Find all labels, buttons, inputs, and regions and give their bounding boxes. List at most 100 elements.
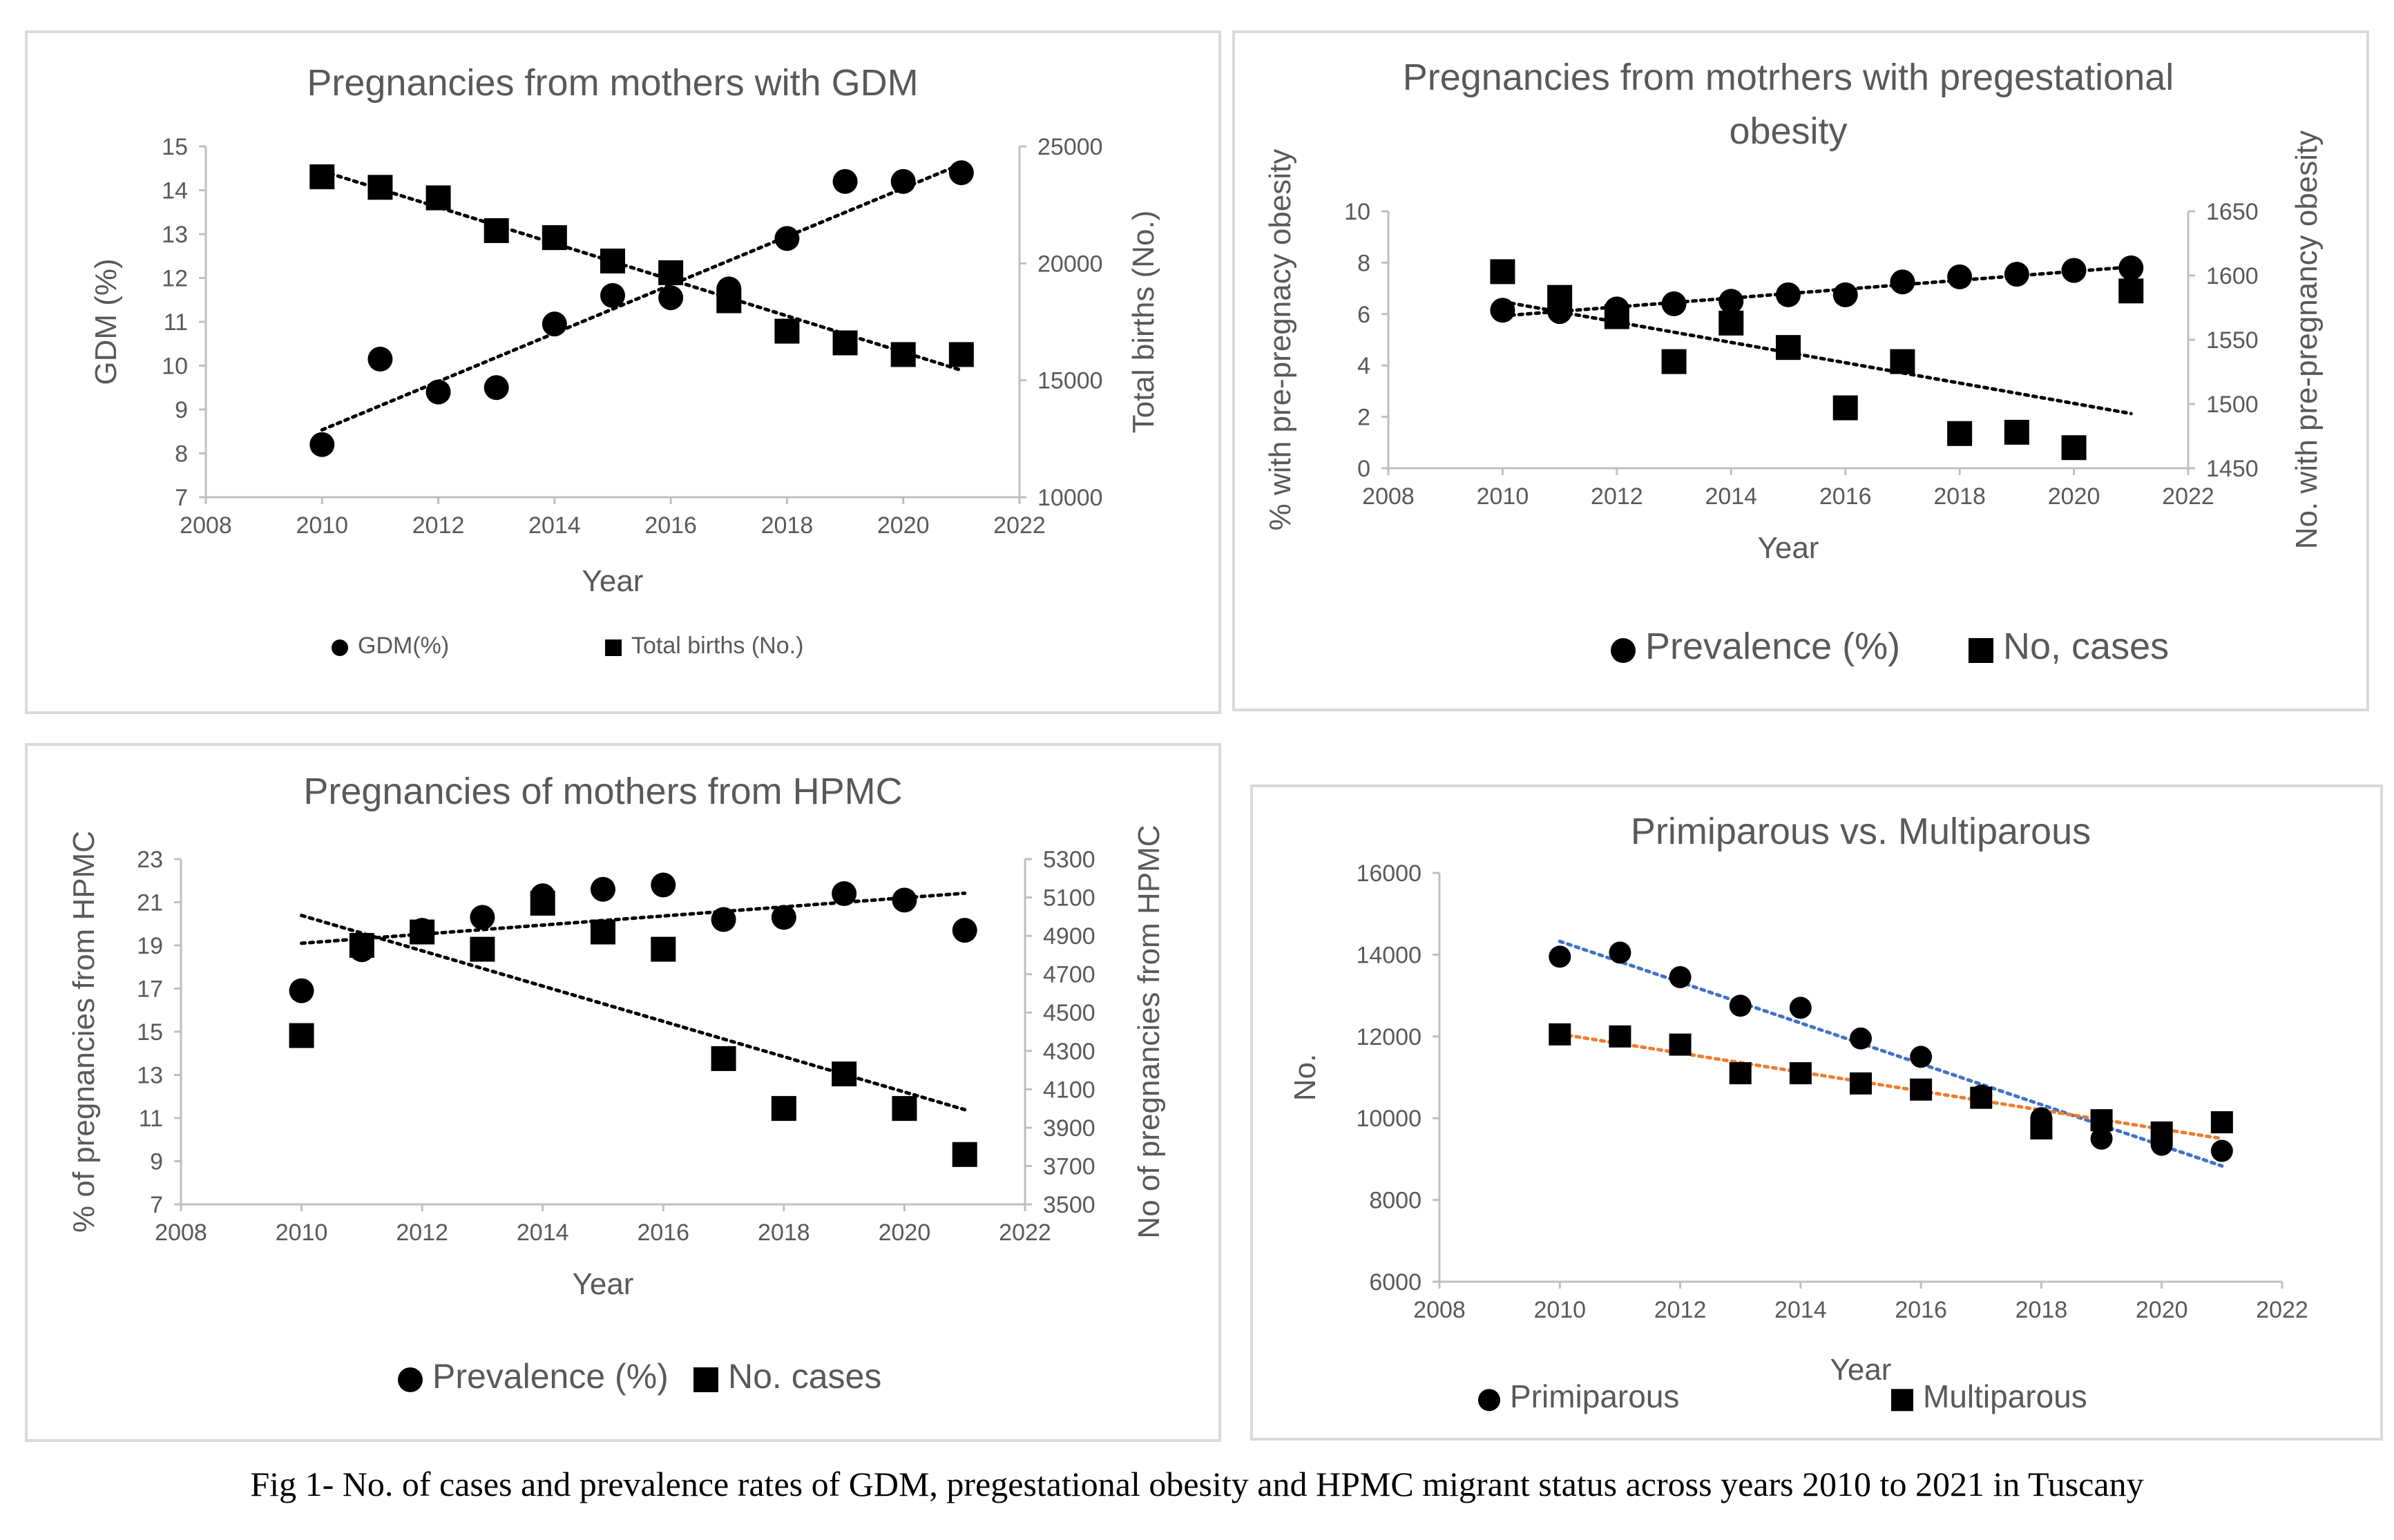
trendline-squares — [320, 169, 964, 372]
x-tick-label: 2016 — [1895, 1297, 1947, 1323]
data-point-circle — [952, 918, 977, 943]
trendline-squares — [1558, 1032, 2224, 1141]
x-tick-label: 2022 — [2162, 483, 2214, 510]
data-point-square — [1604, 304, 1629, 329]
data-point-square — [1661, 349, 1687, 374]
chart-parity-svg: Primiparous vs. Multiparous 2008 2010 2012 2… — [1288, 811, 2308, 1414]
data-point-square — [832, 1061, 857, 1087]
data-point-square — [530, 890, 555, 916]
data-point-circle — [890, 169, 916, 194]
y-axis-left-label: % with pre-pregnacy obesity — [1263, 149, 1297, 531]
data-point-circle — [1490, 298, 1515, 323]
data-point-circle — [711, 907, 736, 932]
x-tick-label: 2014 — [517, 1220, 569, 1246]
y-left-tick-label: 4 — [1357, 353, 1370, 379]
y-left-tick-label: 11 — [164, 309, 188, 336]
data-point-circle — [948, 160, 974, 186]
y-right-tick-label: 1500 — [2206, 392, 2259, 418]
legend-label: Prevalence (%) — [432, 1357, 669, 1396]
data-point-square — [470, 936, 495, 962]
data-point-circle — [651, 872, 676, 898]
data-point-square — [1547, 285, 1573, 310]
data-point-circle — [1718, 289, 1744, 314]
y-left-tick-label: 6 — [1357, 302, 1370, 328]
x-tick-label: 2012 — [1591, 483, 1643, 510]
data-point-square — [367, 175, 393, 200]
data-point-square — [410, 919, 435, 945]
x-tick-label: 2020 — [2136, 1297, 2188, 1323]
legend-label: No, cases — [2003, 626, 2169, 667]
y-right-tick-label: 4500 — [1043, 1000, 1095, 1026]
data-point-circle — [771, 905, 796, 930]
x-tick-label: 2020 — [877, 512, 930, 539]
data-point-circle — [367, 346, 393, 372]
chart-panel-gdm: Pregnancies from mothers with GDM 2008 201… — [25, 30, 1221, 714]
x-tick-label: 2008 — [1413, 1297, 1466, 1323]
data-point-circle — [832, 881, 857, 906]
data-point-square — [1947, 421, 1973, 446]
y-left-tick-label: 7 — [150, 1192, 163, 1218]
trendline-circles — [1500, 265, 2133, 318]
y-left-tick-label: 8 — [1357, 250, 1370, 276]
data-point-circle — [1776, 282, 1801, 307]
y-left-tick-label: 10 — [162, 354, 188, 380]
y-left-tick-label: 9 — [150, 1149, 163, 1175]
y-right-tick-label: 4700 — [1043, 962, 1095, 988]
data-point-circle — [1609, 941, 1631, 964]
y-right-tick-label: 3900 — [1043, 1115, 1095, 1142]
trendline-circles — [300, 891, 967, 945]
x-tick-label: 2012 — [412, 512, 465, 539]
data-point-square — [2030, 1117, 2053, 1139]
chart-hpmc-svg: Pregnancies of mothers from HPMC 2008 2010… — [67, 771, 1166, 1396]
data-point-circle — [1661, 291, 1687, 316]
data-point-square — [591, 919, 615, 945]
data-point-circle — [289, 978, 314, 1003]
data-point-square — [1729, 1062, 1752, 1085]
y-left-tick-label: 23 — [137, 847, 163, 873]
data-point-circle — [1832, 282, 1858, 307]
y-left-tick-label: 12000 — [1356, 1024, 1421, 1050]
trendline-circles — [320, 162, 964, 432]
x-axis-label: Year — [582, 564, 644, 598]
data-point-square — [600, 248, 625, 273]
data-point-square — [774, 318, 800, 344]
data-point-square — [711, 1046, 736, 1071]
x-tick-label: 2018 — [1933, 483, 1986, 510]
x-tick-label: 2010 — [296, 512, 348, 539]
data-point-circle — [600, 282, 625, 308]
data-point-square — [651, 936, 676, 962]
legend-marker-circle — [1611, 638, 1636, 663]
data-point-square — [890, 342, 916, 367]
x-tick-label: 2022 — [999, 1220, 1051, 1246]
y-axis-right-label: No. with pre-pregnancy obesity — [2290, 131, 2324, 550]
data-point-square — [483, 218, 509, 243]
x-axis-label: Year — [573, 1267, 634, 1301]
y-left-tick-label: 16000 — [1356, 860, 1421, 887]
data-point-square — [1832, 395, 1858, 421]
x-tick-label: 2020 — [2048, 483, 2100, 510]
y-left-tick-label: 12 — [162, 266, 188, 292]
x-tick-label: 2012 — [1654, 1297, 1707, 1323]
y-left-tick-label: 8 — [175, 441, 188, 468]
x-tick-label: 2014 — [1774, 1297, 1827, 1323]
x-tick-label: 2018 — [761, 512, 814, 539]
chart-title: Pregnancies from mothers with GDM — [307, 62, 918, 104]
x-tick-label: 2022 — [993, 512, 1046, 539]
legend-marker-circle — [1478, 1389, 1500, 1412]
y-right-tick-label: 10000 — [1037, 485, 1103, 511]
data-point-square — [1490, 259, 1515, 285]
legend-label: Multiparous — [1923, 1378, 2087, 1414]
x-tick-label: 2008 — [180, 512, 232, 539]
data-point-square — [2061, 435, 2087, 461]
data-point-circle — [483, 375, 509, 401]
x-tick-label: 2010 — [276, 1220, 328, 1246]
legend-label: No. cases — [728, 1357, 881, 1396]
data-point-square — [716, 288, 742, 314]
y-right-tick-label: 3500 — [1043, 1192, 1095, 1218]
data-point-circle — [470, 905, 495, 930]
legend-label: Total births (No.) — [631, 633, 803, 659]
y-right-tick-label: 4100 — [1043, 1077, 1095, 1103]
data-point-circle — [591, 876, 615, 902]
legend-marker-square — [693, 1367, 718, 1392]
data-point-square — [1970, 1086, 1993, 1109]
